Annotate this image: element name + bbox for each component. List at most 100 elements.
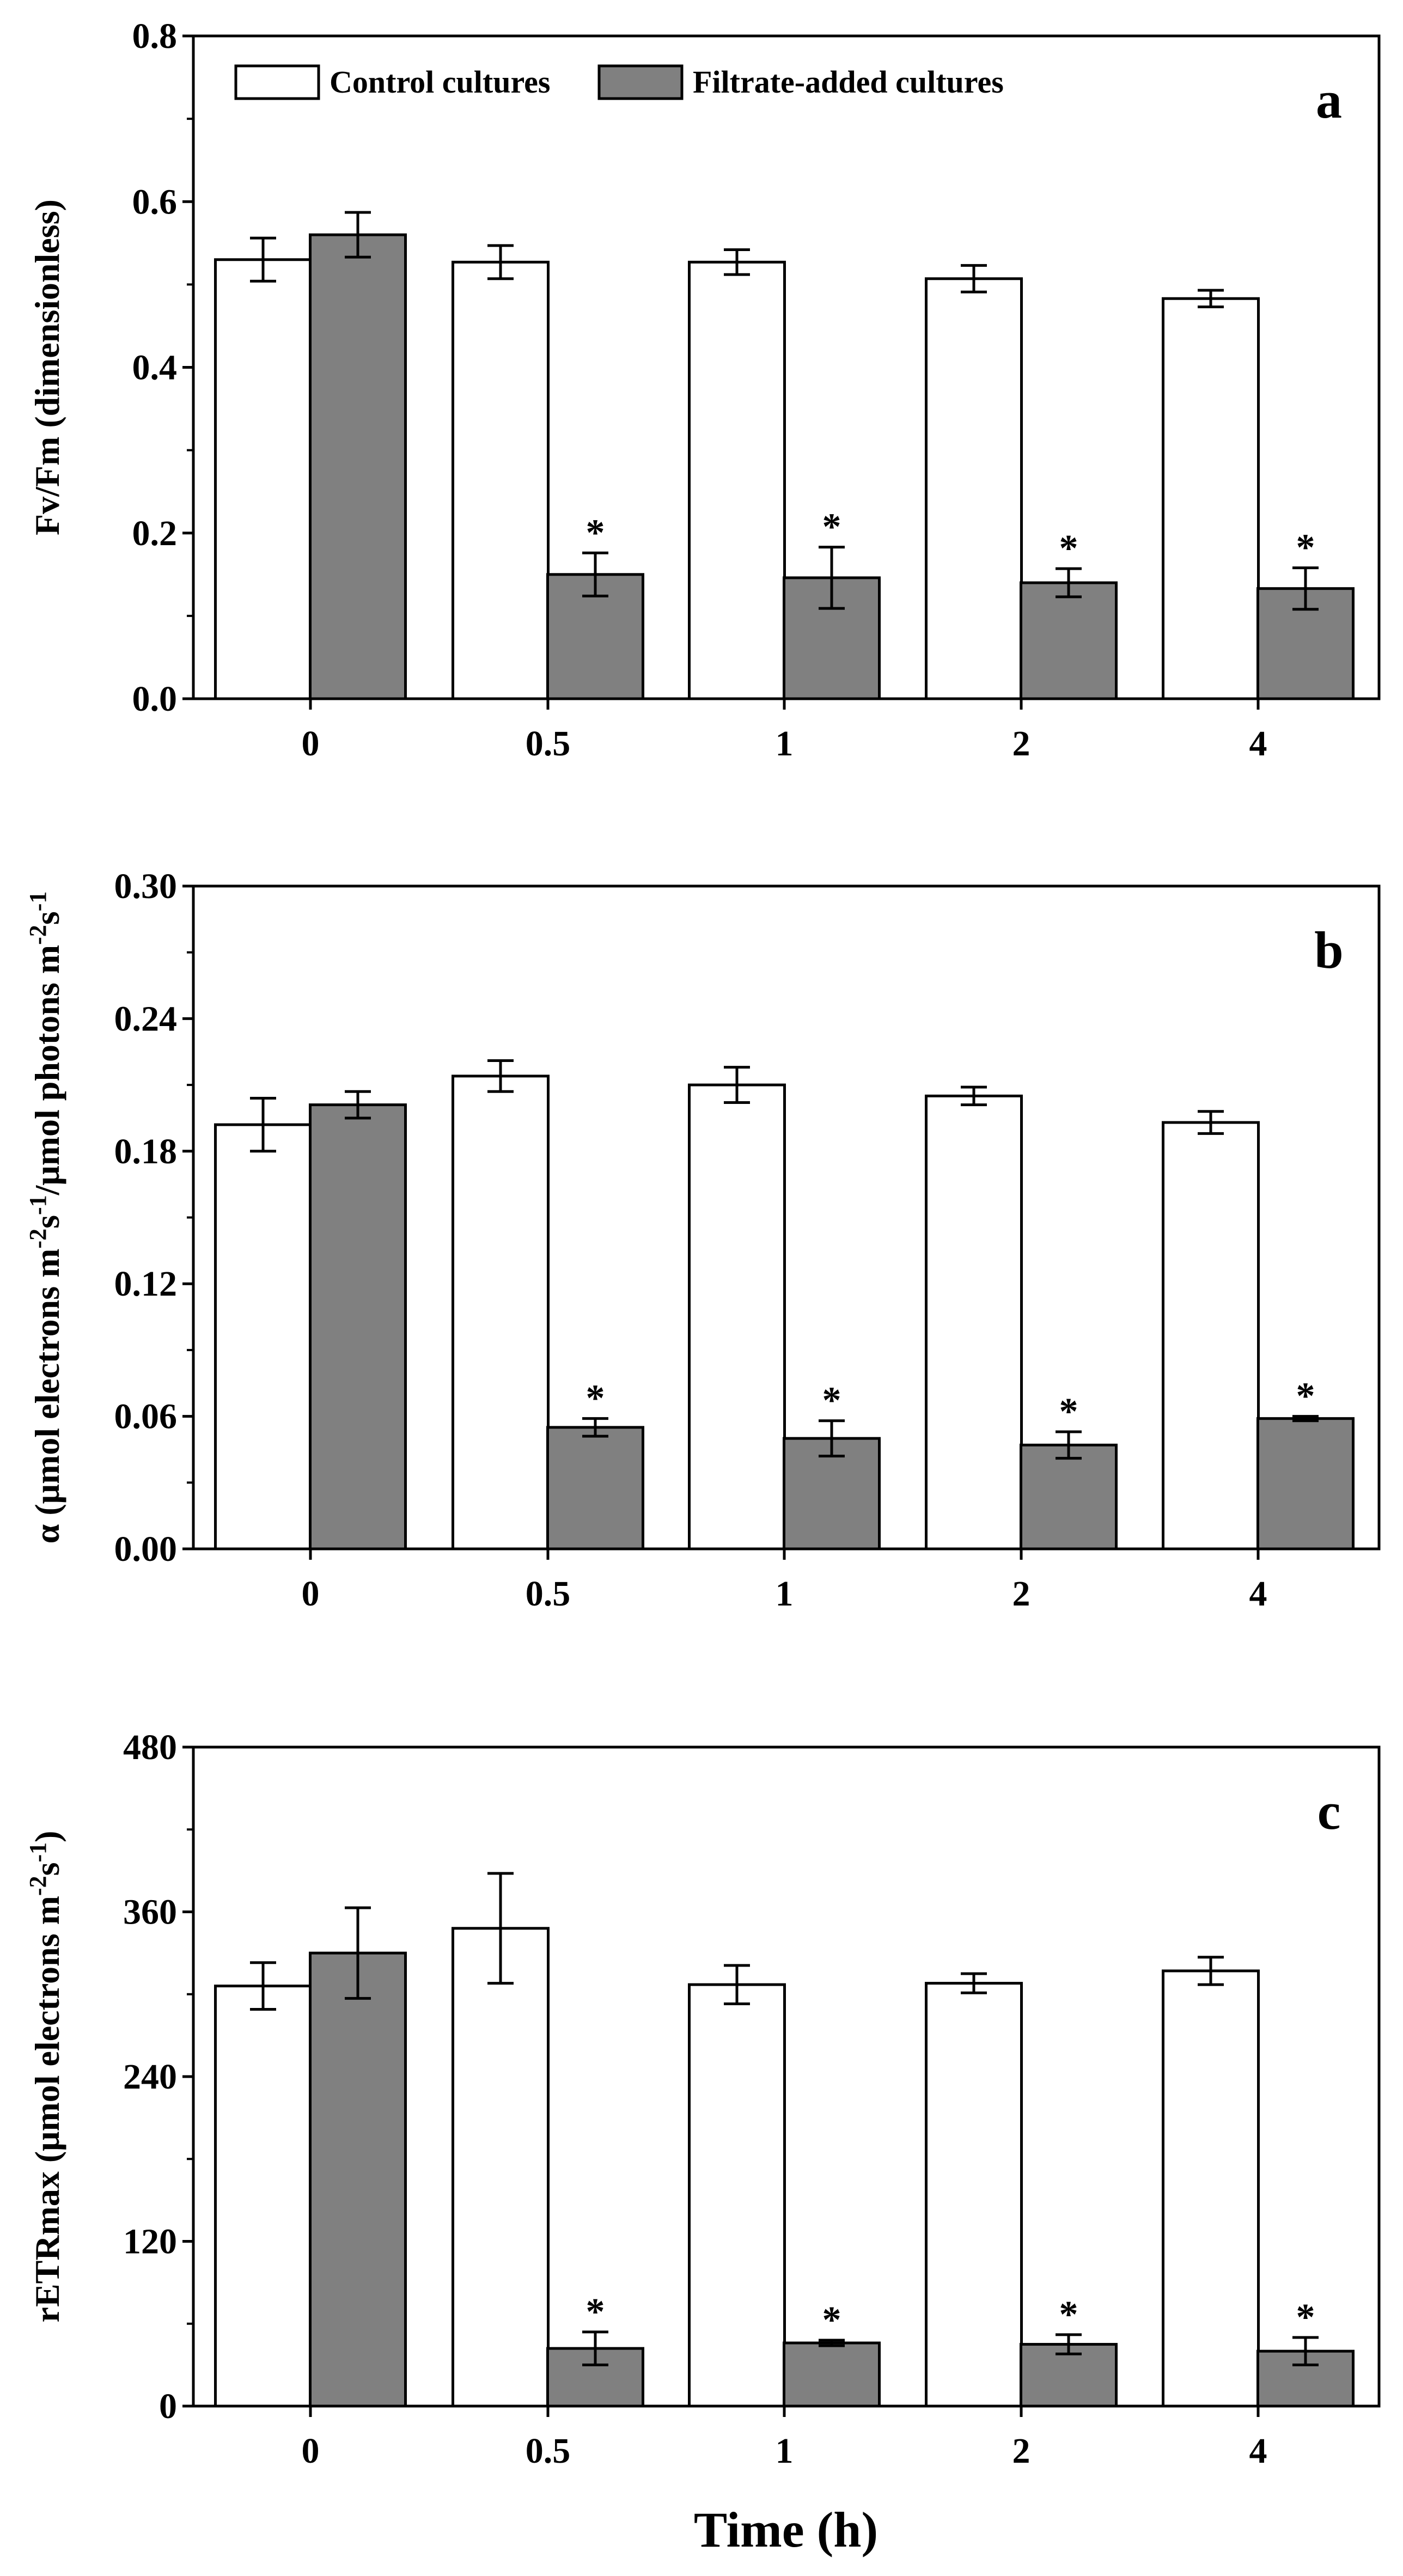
bar-filtrate-0: [309, 233, 407, 700]
bar-control-0.5: [452, 1927, 550, 2408]
error-bar: [1198, 1110, 1224, 1135]
error-bar: [345, 1090, 371, 1120]
error-bar: [819, 1419, 845, 1458]
panel-label: c: [1317, 1782, 1341, 1840]
error-bar: [961, 264, 987, 294]
error-bar: [724, 1964, 750, 2005]
legend-label-control: Control cultures: [330, 64, 550, 100]
error-bar: [724, 1066, 750, 1104]
x-tick-label: 1: [776, 724, 794, 764]
bar-control-2: [925, 1094, 1023, 1551]
significance-star: *: [822, 2299, 841, 2341]
panel-a: 0.0 0.2 0.4 0.6 0.8 0 0.5 1 2 4 * * * * a Fv/Fm (dimens…: [28, 16, 1381, 764]
x-tick-label: 0: [302, 724, 320, 764]
panel-c: 0 120 240 360 480 0 0.5 1 2 4 * * * * c rETRmax (μmol e…: [25, 1727, 1381, 2471]
bar-control-0: [214, 1985, 312, 2408]
error-bar: [1292, 2336, 1319, 2366]
y-axis-title: rETRmax (μmol electrons m-2s-1): [25, 1831, 66, 2323]
significance-star: *: [1296, 1376, 1315, 1418]
y-tick-label: 0.6: [132, 182, 178, 222]
significance-star: *: [586, 2291, 605, 2333]
x-tick-label: 0.5: [526, 2431, 571, 2471]
bar-filtrate-4: [1256, 1417, 1355, 1551]
y-tick-label: 0.2: [132, 514, 178, 553]
significance-star: *: [1296, 527, 1315, 569]
x-tick-label: 4: [1249, 2431, 1267, 2471]
panels: 0.0 0.2 0.4 0.6 0.8 0 0.5 1 2 4 * * * * a Fv/Fm (dimens…: [25, 16, 1381, 2471]
x-tick-label: 1: [776, 1574, 794, 1614]
y-tick-label: 0.30: [114, 866, 178, 906]
legend-label-filtrate: Filtrate-added cultures: [693, 64, 1004, 100]
error-bar: [345, 1906, 371, 2000]
error-bar: [582, 2330, 608, 2366]
y-tick-label: 0.18: [114, 1132, 178, 1171]
y-tick-label: 0.06: [114, 1397, 178, 1437]
significance-star: *: [1296, 2297, 1315, 2339]
y-axis-title: Fv/Fm (dimensionless): [28, 199, 66, 535]
significance-star: *: [822, 506, 841, 548]
y-tick-label: 0.4: [132, 348, 178, 388]
error-bar: [487, 1872, 514, 1985]
error-bar: [1056, 567, 1082, 599]
bar-filtrate-1: [783, 2341, 881, 2408]
bar-filtrate-2: [1020, 581, 1118, 700]
legend-swatch-control: [234, 64, 320, 100]
panel-label: b: [1314, 921, 1343, 979]
bar-filtrate-2: [1020, 1443, 1118, 1551]
error-bar: [961, 1085, 987, 1107]
x-axis-title: Time (h): [694, 2502, 878, 2557]
error-bar: [487, 1059, 514, 1093]
bar-control-1: [688, 260, 786, 700]
error-bar: [1292, 1415, 1319, 1423]
error-bar: [250, 1096, 276, 1153]
bar-control-1: [688, 1983, 786, 2408]
error-bar: [819, 546, 845, 610]
bar-control-4: [1162, 1121, 1260, 1551]
y-tick-label: 0.12: [114, 1264, 178, 1304]
significance-star: *: [1059, 1391, 1078, 1433]
error-bar: [961, 1972, 987, 1994]
bar-control-1: [688, 1083, 786, 1551]
x-tick-label: 1: [776, 2431, 794, 2471]
error-bar: [1198, 1956, 1224, 1986]
error-bar: [250, 236, 276, 283]
bar-filtrate-0: [309, 1103, 407, 1551]
bar-filtrate-0: [309, 1951, 407, 2408]
y-tick-label: 0.24: [114, 999, 178, 1039]
error-bar: [1056, 1430, 1082, 1460]
error-bar: [582, 1417, 608, 1438]
bar-control-2: [925, 277, 1023, 700]
y-tick-label: 0.8: [132, 16, 178, 56]
panel-label: a: [1316, 71, 1342, 129]
x-tick-label: 2: [1012, 724, 1030, 764]
error-bar: [487, 244, 514, 280]
significance-star: *: [822, 1380, 841, 1422]
error-bar: [250, 1961, 276, 2011]
x-tick-label: 4: [1249, 1574, 1267, 1614]
y-tick-label: 0.00: [114, 1529, 178, 1569]
error-bar: [345, 211, 371, 259]
significance-star: *: [586, 512, 605, 554]
significance-star: *: [1059, 528, 1078, 570]
significance-star: *: [1059, 2294, 1078, 2336]
y-tick-label: 0.0: [132, 679, 178, 719]
bar-control-4: [1162, 1969, 1260, 2408]
y-tick-label: 120: [123, 2222, 177, 2262]
legend: Control cultures Filtrate-added cultures: [234, 64, 1004, 100]
error-bar: [1292, 566, 1319, 611]
x-tick-label: 0: [302, 1574, 320, 1614]
bar-control-4: [1162, 297, 1260, 700]
error-bar: [724, 248, 750, 276]
x-tick-label: 0: [302, 2431, 320, 2471]
y-axis-title: α (μmol electrons m-2s-1/μmol photons m-…: [25, 892, 66, 1544]
bar-control-0.5: [452, 1075, 550, 1551]
x-tick-label: 2: [1012, 1574, 1030, 1614]
y-tick-label: 240: [123, 2057, 177, 2097]
panel-b: 0.00 0.06 0.12 0.18 0.24 0.30 0 0.5 1 2 4 * * * * b α (μ…: [25, 866, 1381, 1614]
x-tick-label: 2: [1012, 2431, 1030, 2471]
bar-control-0: [214, 1123, 312, 1551]
error-bar: [1198, 289, 1224, 308]
bar-control-2: [925, 1982, 1023, 2408]
error-bar: [582, 551, 608, 597]
